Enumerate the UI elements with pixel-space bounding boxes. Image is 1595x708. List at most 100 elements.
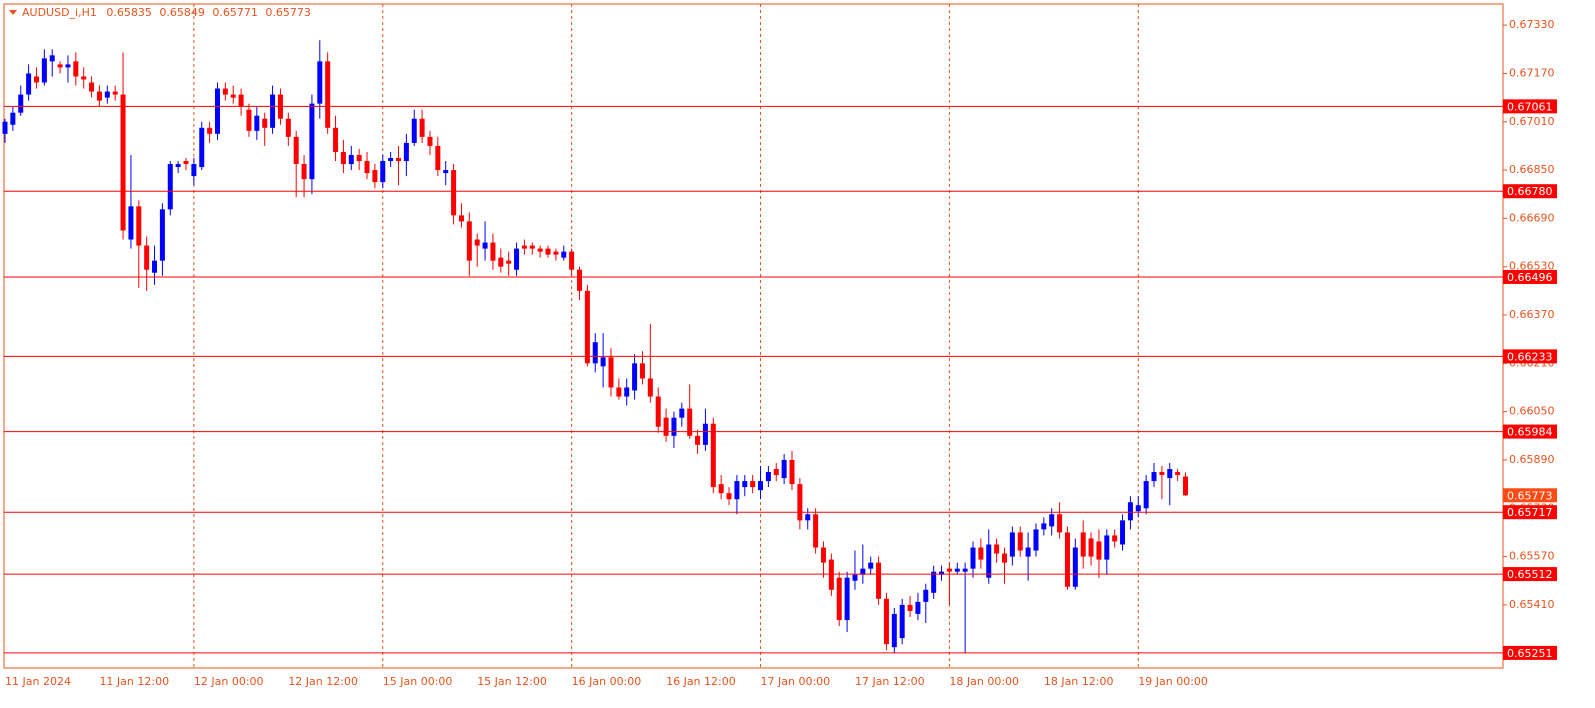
candle-body bbox=[852, 574, 858, 581]
candle-body bbox=[655, 396, 661, 427]
candle-body bbox=[608, 357, 614, 388]
candle-body bbox=[411, 118, 417, 143]
candle-body bbox=[120, 94, 126, 231]
candle-body bbox=[671, 417, 677, 436]
candle-body bbox=[577, 269, 583, 291]
candle-body bbox=[1064, 532, 1070, 587]
candle-body bbox=[750, 481, 756, 488]
candle-body bbox=[152, 260, 158, 273]
chart-header: AUDUSD_i,H1 0.65835 0.65849 0.65771 0.65… bbox=[22, 6, 311, 19]
candle-body bbox=[2, 121, 8, 134]
candle-body bbox=[26, 73, 32, 95]
level-label: 0.66233 bbox=[1507, 350, 1553, 363]
candle-body bbox=[1151, 472, 1157, 482]
candle-body bbox=[1096, 541, 1102, 560]
symbol: AUDUSD_i,H1 bbox=[22, 6, 97, 19]
candle-body bbox=[159, 209, 165, 261]
candle-body bbox=[820, 547, 826, 563]
candle-body bbox=[1057, 514, 1063, 533]
candle-body bbox=[1143, 481, 1149, 509]
candle-body bbox=[923, 589, 929, 602]
candle-body bbox=[710, 423, 716, 488]
candle-body bbox=[1001, 553, 1007, 563]
candle-body bbox=[270, 94, 276, 128]
candle-body bbox=[474, 239, 480, 246]
candle-body bbox=[364, 161, 370, 174]
candle-body bbox=[805, 514, 811, 521]
x-tick-label: 18 Jan 12:00 bbox=[1044, 675, 1114, 688]
x-tick-label: 12 Jan 00:00 bbox=[194, 675, 264, 688]
candle-body bbox=[734, 481, 740, 500]
candle-body bbox=[789, 459, 795, 485]
candle-body bbox=[238, 94, 244, 107]
candle-body bbox=[262, 118, 268, 128]
candle-body bbox=[285, 118, 291, 137]
last-close: 0.65773 bbox=[265, 6, 311, 19]
candle-body bbox=[836, 577, 842, 620]
candle-body bbox=[545, 248, 551, 255]
candle-body bbox=[1009, 532, 1015, 557]
x-tick-label: 15 Jan 12:00 bbox=[477, 675, 547, 688]
candle-body bbox=[1120, 520, 1126, 545]
candle-body bbox=[451, 170, 457, 216]
candle-body bbox=[372, 170, 378, 183]
candle-body bbox=[49, 55, 55, 62]
candle-body bbox=[1017, 532, 1023, 551]
candle-body bbox=[396, 157, 401, 162]
candle-body bbox=[1025, 547, 1031, 557]
candle-body bbox=[1049, 514, 1055, 527]
candle-body bbox=[498, 257, 504, 267]
plot-frame bbox=[3, 3, 1504, 669]
candle-body bbox=[1183, 476, 1188, 496]
candle-body bbox=[946, 568, 952, 572]
x-tick-label: 15 Jan 00:00 bbox=[383, 675, 453, 688]
y-tick-label: 0.67330 bbox=[1509, 18, 1555, 31]
price-label: 0.65773 bbox=[1507, 489, 1553, 502]
dropdown-icon[interactable] bbox=[9, 10, 17, 15]
level-box bbox=[1503, 645, 1557, 660]
candle-body bbox=[537, 248, 543, 252]
candle-body bbox=[443, 170, 449, 174]
y-tick-label: 0.66690 bbox=[1509, 211, 1555, 224]
candle-body bbox=[57, 64, 63, 68]
candle-body bbox=[214, 88, 220, 134]
candle-body bbox=[868, 562, 874, 569]
candle-body bbox=[702, 423, 708, 445]
candle-body bbox=[33, 76, 39, 83]
candle-body bbox=[616, 387, 622, 397]
x-tick-label: 18 Jan 00:00 bbox=[949, 675, 1019, 688]
candle-body bbox=[970, 547, 976, 569]
candle-body bbox=[403, 142, 409, 162]
x-tick-label: 11 Jan 2024 bbox=[5, 675, 71, 688]
candle-body bbox=[986, 544, 992, 578]
x-tick-label: 16 Jan 12:00 bbox=[666, 675, 736, 688]
candle-body bbox=[144, 245, 150, 270]
x-tick-label: 19 Jan 00:00 bbox=[1138, 675, 1208, 688]
candle-body bbox=[73, 61, 79, 77]
candle-body bbox=[828, 559, 834, 590]
candle-body bbox=[876, 562, 882, 599]
candle-body bbox=[726, 493, 732, 500]
level-label: 0.65717 bbox=[1507, 506, 1553, 519]
candle-body bbox=[639, 363, 645, 379]
x-tick-label: 17 Jan 12:00 bbox=[855, 675, 925, 688]
candle-body bbox=[1127, 502, 1133, 521]
candle-body bbox=[246, 109, 252, 131]
candle-body bbox=[96, 91, 102, 101]
candle-body bbox=[529, 245, 535, 249]
x-tick-label: 16 Jan 00:00 bbox=[572, 675, 642, 688]
candle-body bbox=[632, 363, 638, 391]
candle-body bbox=[891, 613, 897, 648]
candle-body bbox=[348, 154, 354, 165]
candle-body bbox=[191, 164, 197, 177]
level-box bbox=[1503, 99, 1557, 114]
y-tick-label: 0.66050 bbox=[1509, 405, 1555, 418]
candle-body bbox=[584, 290, 590, 364]
candle-body bbox=[1104, 535, 1110, 560]
y-tick-label: 0.66850 bbox=[1509, 163, 1555, 176]
candle-body bbox=[81, 76, 87, 80]
level-box bbox=[1503, 424, 1557, 439]
y-tick-label: 0.67010 bbox=[1509, 115, 1555, 128]
candle-body bbox=[458, 215, 464, 222]
price-box bbox=[1503, 488, 1557, 503]
